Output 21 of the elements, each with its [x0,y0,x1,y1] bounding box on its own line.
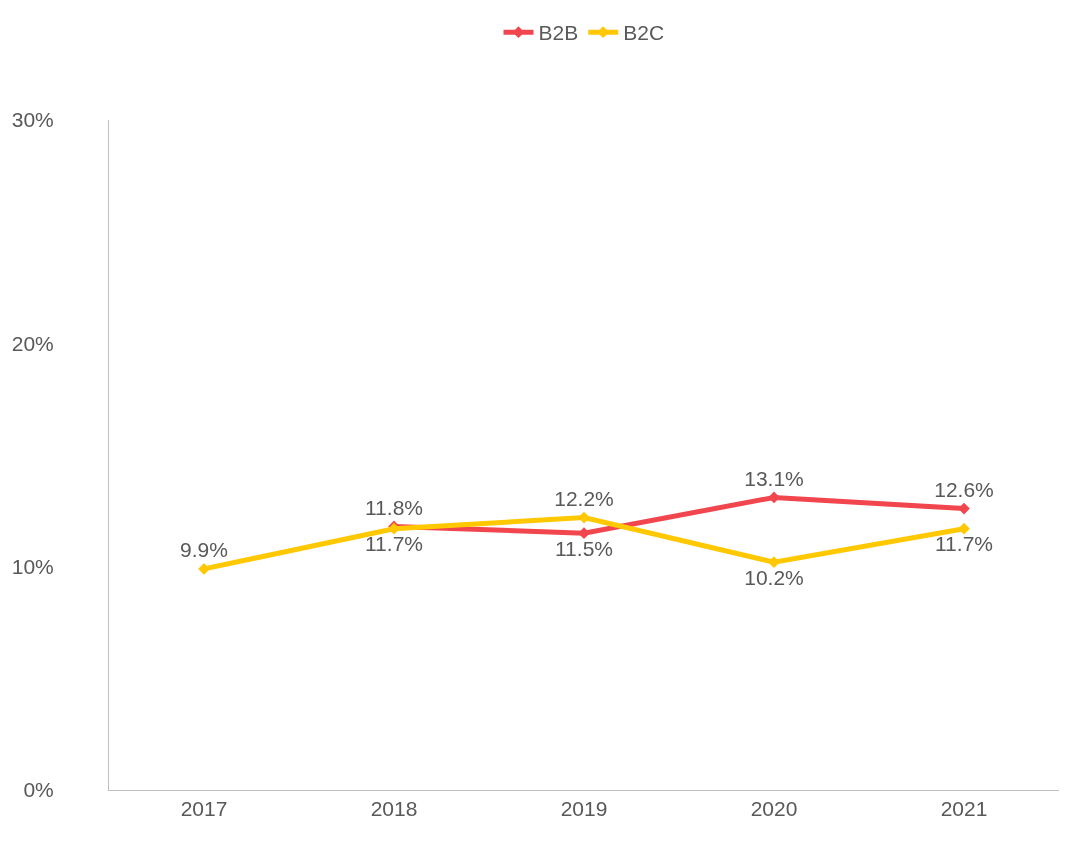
legend-label: B2B [538,21,579,45]
y-tick-label: 10% [11,555,54,579]
legend-label: B2C [623,21,665,45]
data-label: 11.7% [935,532,993,556]
data-label: 9.9% [180,538,228,562]
x-tick-label: 2021 [940,797,988,821]
data-label: 11.7% [365,532,423,556]
x-tick-label: 2019 [560,797,608,821]
point [768,556,780,569]
data-label: 13.1% [744,466,804,490]
data-label: 10.2% [744,565,804,589]
data-label: 12.2% [554,486,614,510]
data-label: 11.8% [365,495,423,519]
x-tick-label: 2017 [180,797,228,821]
data-label: 11.5% [555,536,613,560]
y-tick-label: 0% [23,778,54,802]
x-tick-label: 2018 [370,797,418,821]
y-tick-label: 30% [11,108,54,132]
x-tick-label: 2020 [750,797,798,821]
data-label: 12.6% [934,477,994,501]
y-tick-label: 20% [11,331,54,355]
